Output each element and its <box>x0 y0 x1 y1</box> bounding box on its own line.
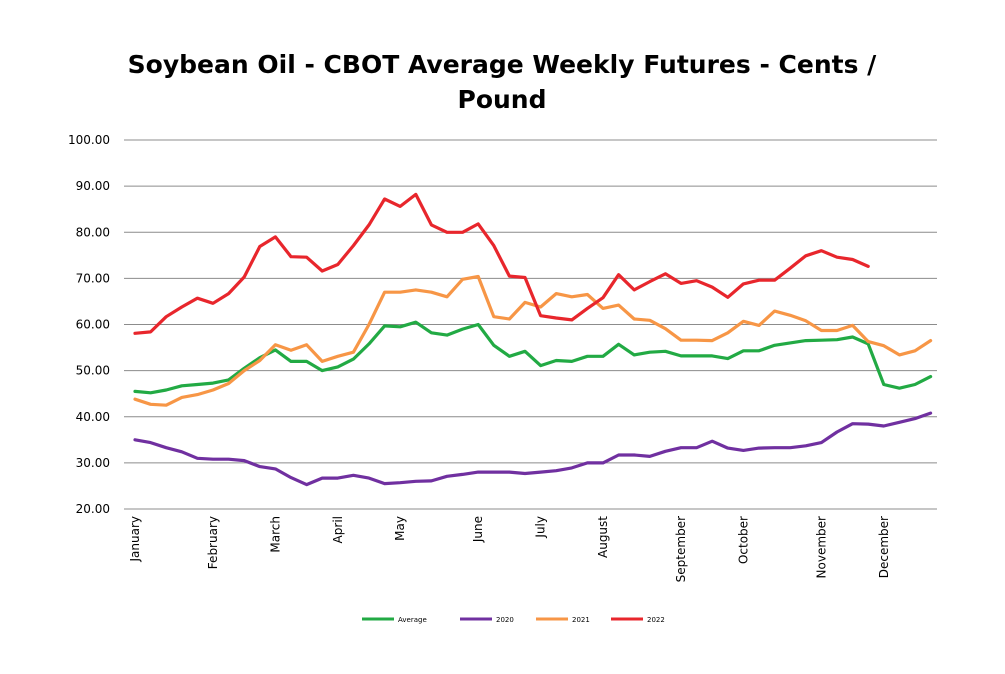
chart-title-line-2: Pound <box>458 85 547 114</box>
y-tick-label: 100.00 <box>68 133 110 147</box>
y-tick-label: 60.00 <box>76 318 110 332</box>
y-tick-label: 30.00 <box>76 456 110 470</box>
x-month-label: November <box>814 516 828 578</box>
series-line-2022 <box>133 192 870 335</box>
series-lines <box>133 192 933 487</box>
series-line-2021 <box>133 274 933 407</box>
legend-label-2020: 2020 <box>496 616 514 624</box>
y-tick-label: 50.00 <box>76 364 110 378</box>
legend-label-average: Average <box>398 616 427 624</box>
x-month-label: October <box>736 516 750 564</box>
x-month-label: June <box>471 516 485 543</box>
series-line-2020 <box>133 411 933 487</box>
legend: Average 2020 2021 2022 <box>362 616 665 624</box>
y-tick-label: 90.00 <box>76 179 110 193</box>
x-month-label: September <box>674 516 688 582</box>
chart-title-line-1: Soybean Oil - CBOT Average Weekly Future… <box>128 50 878 79</box>
legend-label-2022: 2022 <box>647 616 665 624</box>
x-axis-month-labels: January February March April May June July Augu… <box>128 516 891 583</box>
legend-label-2021: 2021 <box>572 616 590 624</box>
y-tick-label: 40.00 <box>76 410 110 424</box>
x-month-label: March <box>268 516 282 553</box>
x-month-label: January <box>128 516 142 563</box>
x-month-label: April <box>331 516 345 543</box>
series-line-average <box>133 320 933 395</box>
x-month-label: February <box>206 516 220 569</box>
y-tick-label: 80.00 <box>76 225 110 239</box>
x-month-label: July <box>534 516 548 539</box>
gridlines <box>124 139 937 510</box>
x-month-label: August <box>596 516 610 558</box>
y-tick-label: 70.00 <box>76 271 110 285</box>
y-tick-label: 20.00 <box>76 502 110 516</box>
x-month-label: May <box>393 516 407 541</box>
y-axis-tick-labels: 20.00 30.00 40.00 50.00 60.00 70.00 80.00 90.00… <box>68 133 110 516</box>
x-month-label: December <box>877 516 891 578</box>
